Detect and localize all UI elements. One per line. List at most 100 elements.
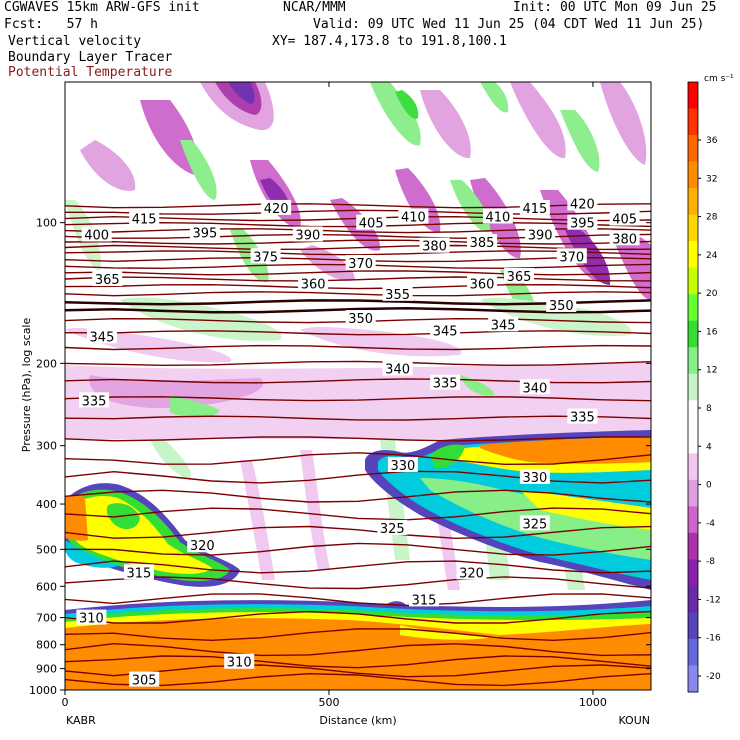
theta-label-background — [298, 275, 329, 291]
theta-contour-label: 395 — [570, 217, 595, 232]
theta-contour-label: 410 — [401, 210, 426, 225]
header-init-time: Init: 00 UTC Mon 09 Jun 25 — [513, 0, 717, 15]
theta-label-background — [292, 226, 323, 242]
theta-contour-label: 380 — [612, 232, 637, 247]
theta-label-background — [345, 310, 376, 326]
left-endpoint-label: KABR — [66, 714, 96, 727]
tracer-plume-left — [65, 483, 240, 587]
y-tick-label: 300 — [36, 440, 57, 453]
colorbar-swatch — [688, 347, 698, 375]
theta-label-background — [567, 214, 598, 230]
theta-label-background — [456, 564, 487, 580]
theta-contour-label: 310 — [79, 612, 104, 627]
header-model: CGWAVES 15km ARW-GFS init — [4, 0, 200, 15]
theta-contour-label: 325 — [522, 517, 547, 532]
theta-contour-label: 395 — [192, 227, 217, 242]
y-tick-label: 900 — [36, 663, 57, 676]
colorbar-swatch — [688, 108, 698, 136]
theta-contour-label: 320 — [190, 539, 215, 554]
x-tick-label: 500 — [318, 696, 339, 709]
theta-contour-line — [65, 203, 651, 209]
theta-contour-label: 385 — [470, 236, 495, 251]
theta-contour-label: 405 — [612, 213, 637, 228]
theta-contour-line — [65, 560, 651, 574]
theta-label-background — [504, 267, 535, 283]
theta-contour-label: 335 — [433, 377, 458, 392]
theta-label-background — [187, 537, 218, 553]
header-organization: NCAR/MMM — [283, 0, 346, 15]
theta-label-background — [519, 379, 550, 395]
theta-contour-label: 315 — [126, 566, 151, 581]
theta-contour-line — [65, 436, 651, 442]
shading-layer — [65, 82, 651, 690]
right-endpoint-label: KOUN — [618, 714, 650, 727]
theta-contour-labels: 305 310 310 315 315 320 320 325 325 330 330 335 335 3… — [76, 195, 640, 689]
theta-contour-label: 410 — [485, 210, 510, 225]
theta-contour-label: 420 — [570, 198, 595, 213]
theta-contour-label: 350 — [549, 299, 574, 314]
theta-label-background — [129, 671, 160, 687]
theta-label-background — [356, 214, 387, 230]
colorbar-tick-label: -4 — [706, 519, 715, 529]
header-field-vertical-velocity: Vertical velocity — [8, 34, 142, 49]
theta-contour-line — [65, 276, 651, 282]
theta-contour-label: 325 — [380, 522, 405, 537]
theta-contour-label: 415 — [132, 213, 157, 228]
colorbar-swatch — [688, 294, 698, 322]
colorbar-swatch — [688, 241, 698, 269]
header-cross-section-endpoints: XY= 187.4,173.8 to 191.8,100.1 — [272, 34, 507, 49]
colorbar-swatch — [688, 453, 698, 481]
theta-label-background — [519, 515, 550, 531]
theta-contour-label: 310 — [227, 656, 252, 671]
theta-contour-line — [65, 452, 651, 466]
theta-label-background — [382, 360, 413, 376]
theta-label-background — [419, 237, 450, 253]
colorbar-tick-label: 20 — [706, 289, 718, 299]
theta-contour-line — [65, 672, 651, 687]
y-tick-label: 100 — [36, 217, 57, 230]
theta-contour-label: 330 — [522, 471, 547, 486]
theta-label-background — [408, 591, 439, 607]
colorbar-swatch — [688, 426, 698, 454]
theta-label-background — [488, 316, 519, 332]
theta-label-background — [81, 226, 112, 242]
theta-contour-label: 315 — [412, 593, 437, 608]
theta-label-background — [224, 653, 255, 669]
colorbar-swatch — [688, 267, 698, 295]
colorbar-swatch — [688, 506, 698, 534]
header-field-boundary-layer-tracer: Boundary Layer Tracer — [8, 50, 173, 65]
y-tick-label: 500 — [36, 543, 57, 556]
theta-label-background — [467, 234, 498, 250]
theta-label-background — [525, 226, 556, 242]
theta-contour-label: 370 — [559, 250, 584, 265]
colorbar-swatch — [688, 400, 698, 428]
colorbar: 36 32 28 24 20 16 12 8 4 0 -4 -8 -12 -16 -20 — [687, 81, 721, 693]
colorbar-tick-label: 12 — [706, 366, 717, 376]
y-tick-label: 1000 — [29, 684, 57, 697]
theta-contour-label: 370 — [348, 257, 373, 272]
theta-contour-line — [65, 489, 651, 503]
theta-label-background — [398, 208, 429, 224]
y-tick-label: 200 — [36, 357, 57, 370]
theta-contour-label: 360 — [470, 278, 495, 293]
theta-contour-line — [65, 628, 651, 642]
theta-contour-line — [65, 250, 651, 256]
colorbar-swatch — [688, 638, 698, 666]
theta-contour-line — [65, 307, 651, 314]
colorbar-frame — [687, 81, 699, 693]
x-axis: 0 500 1000 — [62, 82, 607, 709]
theta-contour-label: 400 — [84, 229, 109, 244]
colorbar-tick-label: -12 — [706, 595, 721, 605]
theta-label-background — [189, 224, 220, 240]
theta-contour-line — [65, 542, 651, 556]
colorbar-tick-label: 36 — [706, 136, 718, 146]
theta-contour-line — [65, 593, 651, 607]
theta-label-background — [382, 285, 413, 301]
theta-contour-label: 405 — [359, 217, 384, 232]
theta-contour-label: 345 — [491, 318, 516, 333]
theta-label-background — [519, 199, 550, 215]
theta-label-background — [519, 468, 550, 484]
theta-contour-label: 380 — [422, 240, 447, 255]
theta-label-background — [567, 408, 598, 424]
y-axis-label: Pressure (hPa), log scale — [20, 318, 33, 453]
